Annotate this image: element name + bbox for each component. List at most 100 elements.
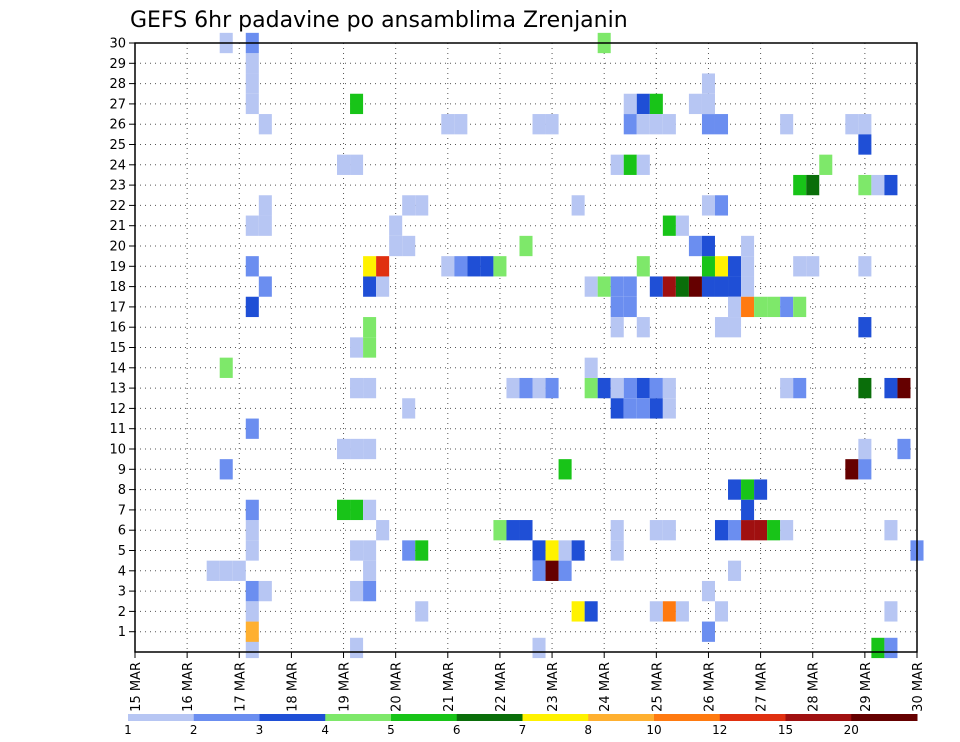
heatmap-cell <box>532 560 546 581</box>
x-tick-label: 30 MAR <box>911 662 926 712</box>
heatmap-cell <box>519 235 533 257</box>
heatmap-cell <box>884 601 898 622</box>
heatmap-cell <box>402 540 416 561</box>
y-tick-label: 21 <box>109 219 126 234</box>
heatmap-cell <box>402 398 416 419</box>
heatmap-cell <box>793 256 807 277</box>
heatmap-cell <box>363 499 377 521</box>
heatmap-cell <box>376 276 390 297</box>
heatmap-cell <box>350 499 364 521</box>
heatmap-cell <box>780 520 794 541</box>
x-tick-label: 20 MAR <box>390 662 405 712</box>
heatmap-cell <box>219 459 233 480</box>
heatmap-cell <box>571 195 585 216</box>
heatmap-cell <box>571 601 585 622</box>
y-tick-label: 1 <box>118 625 126 640</box>
heatmap-cell <box>245 418 259 439</box>
heatmap-cell <box>623 154 637 175</box>
heatmap-cell <box>350 154 364 175</box>
heatmap-cell <box>858 459 872 480</box>
heatmap-cell <box>845 459 859 480</box>
y-tick-label: 17 <box>109 300 126 315</box>
heatmap-cell <box>649 398 663 419</box>
heatmap-cell <box>415 540 429 561</box>
heatmap-cell <box>714 520 729 541</box>
heatmap-cell <box>258 580 272 602</box>
x-axis-ticks: 15 MAR 16 MAR 17 MAR 18 MAR 19 MAR 20 MAR 21 M… <box>129 652 926 712</box>
x-tick-label: 27 MAR <box>755 662 770 712</box>
heatmap-cell <box>636 256 650 277</box>
heatmap-cell <box>858 256 872 277</box>
y-tick-label: 30 <box>109 37 126 52</box>
heatmap-cell <box>415 601 429 622</box>
heatmap-cell <box>662 398 676 419</box>
heatmap-cell <box>754 479 768 500</box>
heatmap-cell <box>884 174 898 196</box>
heatmap-cell <box>245 637 259 659</box>
legend-swatch <box>588 714 655 721</box>
heatmap-cell <box>506 520 520 541</box>
heatmap-cell <box>610 398 624 419</box>
x-tick-label: 23 MAR <box>546 662 561 712</box>
heatmap-cell <box>245 621 259 642</box>
y-tick-label: 15 <box>109 341 126 356</box>
heatmap-cell <box>245 520 259 541</box>
heatmap-cell <box>219 560 233 581</box>
y-tick-label: 8 <box>118 483 126 498</box>
heatmap-cell <box>363 438 377 460</box>
heatmap-cell <box>741 296 755 318</box>
legend-label: 4 <box>321 723 329 737</box>
heatmap-cell <box>350 637 364 659</box>
heatmap-cell <box>610 276 624 297</box>
legend-swatch <box>719 714 786 721</box>
legend-label: 3 <box>256 723 264 737</box>
y-tick-label: 20 <box>109 240 126 255</box>
heatmap-cell <box>454 114 468 135</box>
y-tick-label: 5 <box>118 544 126 559</box>
heatmap-cell <box>350 438 364 460</box>
heatmap-cell <box>584 601 598 622</box>
heatmap-cell <box>688 235 702 257</box>
x-tick-label: 18 MAR <box>285 662 300 712</box>
legend-label: 1 <box>124 723 132 737</box>
heatmap-cell <box>206 560 220 581</box>
heatmap-cell <box>623 114 637 135</box>
heatmap-cell <box>258 195 272 216</box>
heatmap-cell <box>454 256 468 277</box>
heatmap-cell <box>558 560 572 581</box>
heatmap-cell <box>728 276 742 297</box>
legend-label: 20 <box>844 723 859 737</box>
y-axis-ticks: 1234567891011121314151617181920212223242… <box>109 37 135 640</box>
legend-label: 10 <box>646 723 661 737</box>
heatmap-cell <box>337 154 351 175</box>
heatmap-cell <box>662 377 676 399</box>
heatmap-cell <box>532 540 546 561</box>
y-tick-label: 12 <box>109 402 126 417</box>
heatmap-cell <box>350 377 364 399</box>
heatmap-cell <box>701 580 715 602</box>
heatmap-cell <box>649 114 663 135</box>
x-tick-label: 21 MAR <box>442 662 457 712</box>
x-tick-label: 17 MAR <box>233 662 248 712</box>
y-tick-label: 18 <box>109 280 126 295</box>
heatmap-cell <box>714 114 729 135</box>
heatmap-cell <box>845 114 859 135</box>
heatmap-cell <box>793 174 807 196</box>
heatmap-cell <box>532 114 546 135</box>
heatmap-cell <box>258 215 272 236</box>
y-tick-label: 23 <box>109 179 126 194</box>
heatmap-cell <box>363 580 377 602</box>
heatmap-cell <box>793 296 807 318</box>
heatmap-cell <box>258 276 272 297</box>
y-tick-label: 29 <box>109 57 126 72</box>
y-tick-label: 25 <box>109 138 126 153</box>
x-tick-label: 26 MAR <box>702 662 717 712</box>
heatmap-cell <box>662 114 676 135</box>
heatmap-cell <box>858 114 872 135</box>
heatmap-cell <box>610 520 624 541</box>
heatmap-cell <box>389 215 403 236</box>
heatmap-cell <box>350 337 364 358</box>
heatmap-cell <box>623 296 637 318</box>
heatmap-cell <box>741 499 755 521</box>
heatmap-cell <box>545 114 559 135</box>
